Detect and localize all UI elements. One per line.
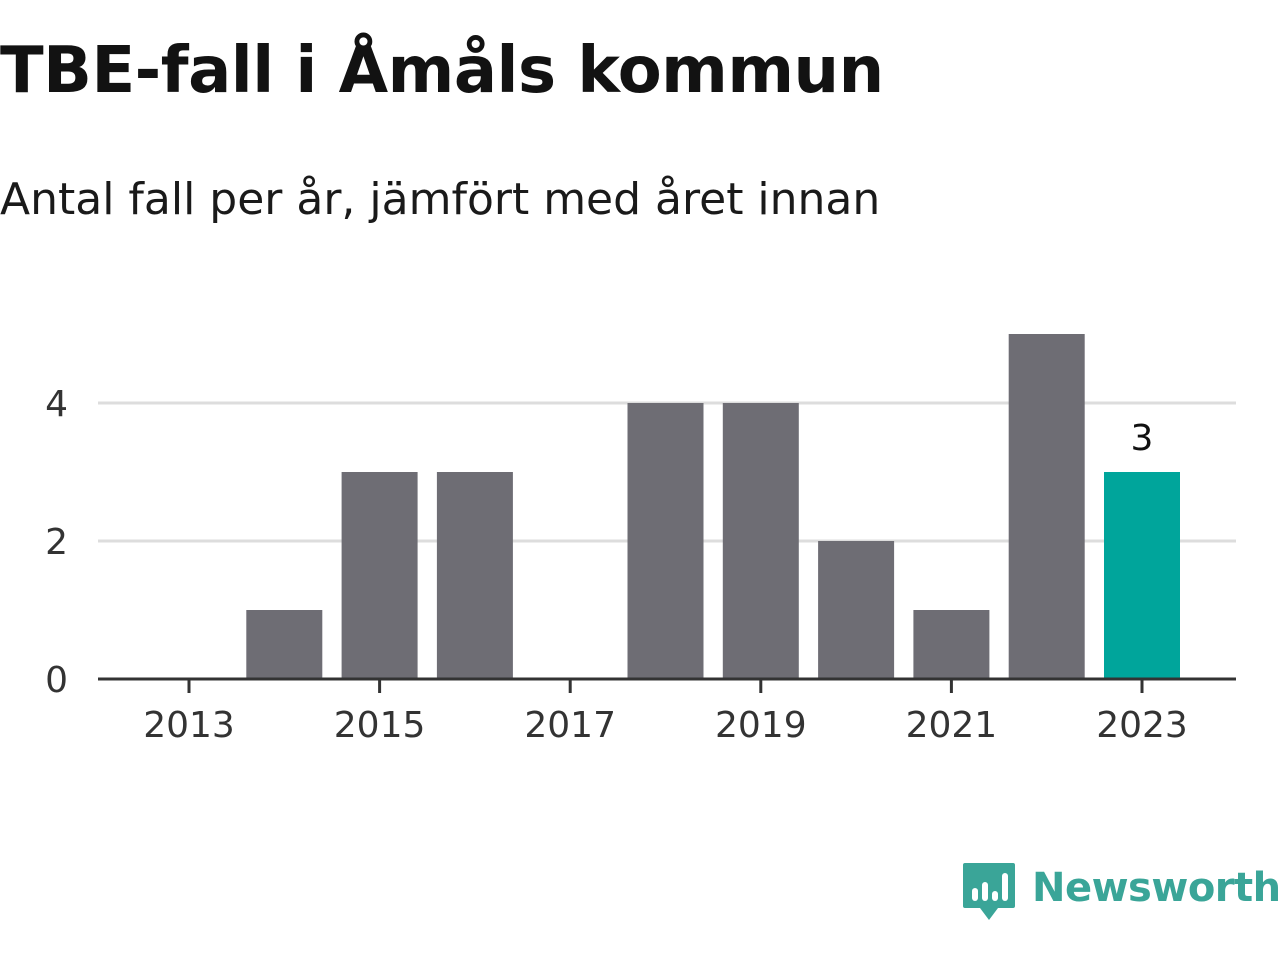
newsworthy-logo-icon: [963, 863, 1015, 920]
x-tick-label-2023: 2023: [1096, 705, 1188, 746]
bar-2019: [722, 403, 799, 679]
x-tick-label-2015: 2015: [334, 705, 426, 746]
y-tick-label-2: 2: [45, 522, 68, 563]
labels: 0 2 4 2013 2015 2017 2019 2021 2023 3: [45, 384, 1188, 746]
bar-2021: [913, 610, 990, 679]
x-tick-label-2021: 2021: [906, 705, 998, 746]
bar-2022: [1008, 334, 1085, 679]
brand-name: Newsworthy: [1032, 865, 1280, 911]
brand-footer: Newsworthy: [962, 862, 1280, 926]
x-tick-label-2013: 2013: [143, 705, 235, 746]
x-tick-label-2019: 2019: [715, 705, 807, 746]
x-tick-label-2017: 2017: [524, 705, 616, 746]
chart-title: TBE-fall i Åmåls kommun: [0, 34, 884, 108]
bar-2020: [818, 541, 895, 679]
axes: [98, 677, 1236, 693]
bar-2016: [436, 472, 513, 679]
y-tick-label-0: 0: [45, 660, 68, 701]
bar-2014: [246, 610, 323, 679]
bar-2015: [341, 472, 418, 679]
chart-subtitle: Antal fall per år, jämfört med året inna…: [0, 174, 881, 225]
y-tick-label-4: 4: [45, 384, 68, 425]
data-label-2023: 3: [1131, 418, 1154, 459]
bar-2023: [1104, 472, 1180, 679]
bars: [246, 334, 1180, 679]
bar-chart: 0 2 4 2013 2015 2017 2019 2021 2023 3: [45, 334, 1236, 746]
bar-2018: [627, 403, 704, 679]
